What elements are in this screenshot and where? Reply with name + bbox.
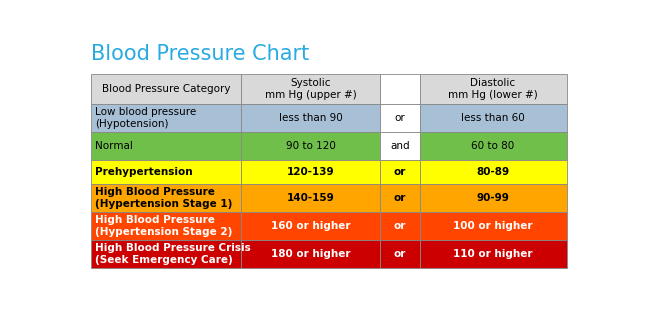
Bar <box>91 212 241 240</box>
Bar <box>91 184 241 212</box>
Bar <box>380 74 420 104</box>
Text: or: or <box>394 113 405 123</box>
Text: 160 or higher: 160 or higher <box>271 221 350 231</box>
Text: Diastolic
mm Hg (lower #): Diastolic mm Hg (lower #) <box>448 78 538 100</box>
Text: Blood Pressure Category: Blood Pressure Category <box>102 84 230 94</box>
Text: 100 or higher: 100 or higher <box>453 221 533 231</box>
Bar <box>420 132 567 160</box>
Bar <box>420 160 567 184</box>
Bar <box>380 184 420 212</box>
Text: 120-139: 120-139 <box>287 167 335 177</box>
Text: 80-89: 80-89 <box>476 167 510 177</box>
Text: Systolic
mm Hg (upper #): Systolic mm Hg (upper #) <box>264 78 356 100</box>
Bar <box>91 160 241 184</box>
Bar <box>91 132 241 160</box>
Text: 90-99: 90-99 <box>477 193 510 203</box>
Text: or: or <box>394 221 406 231</box>
Text: Blood Pressure Chart: Blood Pressure Chart <box>91 44 310 64</box>
Bar <box>241 184 380 212</box>
Bar <box>241 240 380 268</box>
Text: Prehypertension: Prehypertension <box>95 167 193 177</box>
Text: High Blood Pressure
(Hypertension Stage 2): High Blood Pressure (Hypertension Stage … <box>95 215 233 237</box>
Bar <box>380 160 420 184</box>
Bar <box>420 212 567 240</box>
Bar <box>241 132 380 160</box>
Text: Low blood pressure
(Hypotension): Low blood pressure (Hypotension) <box>95 107 196 129</box>
Bar <box>241 104 380 132</box>
Bar <box>380 240 420 268</box>
Text: 60 to 80: 60 to 80 <box>472 141 515 151</box>
Text: 180 or higher: 180 or higher <box>271 249 350 259</box>
Bar <box>420 104 567 132</box>
Text: 110 or higher: 110 or higher <box>453 249 533 259</box>
Text: less than 60: less than 60 <box>461 113 525 123</box>
Bar <box>380 132 420 160</box>
Bar <box>241 74 380 104</box>
Bar <box>91 104 241 132</box>
Bar <box>380 104 420 132</box>
Text: Normal: Normal <box>95 141 133 151</box>
Bar <box>241 212 380 240</box>
Bar <box>420 240 567 268</box>
Bar <box>420 74 567 104</box>
Text: 140-159: 140-159 <box>287 193 335 203</box>
Text: and: and <box>390 141 410 151</box>
Bar <box>420 184 567 212</box>
Bar <box>91 240 241 268</box>
Text: High Blood Pressure
(Hypertension Stage 1): High Blood Pressure (Hypertension Stage … <box>95 187 233 209</box>
Text: or: or <box>394 193 406 203</box>
Text: High Blood Pressure Crisis
(Seek Emergency Care): High Blood Pressure Crisis (Seek Emergen… <box>95 243 251 265</box>
Bar <box>241 160 380 184</box>
Text: 90 to 120: 90 to 120 <box>285 141 335 151</box>
Bar <box>380 212 420 240</box>
Text: or: or <box>394 167 406 177</box>
Bar <box>91 74 241 104</box>
Text: less than 90: less than 90 <box>279 113 342 123</box>
Text: or: or <box>394 249 406 259</box>
